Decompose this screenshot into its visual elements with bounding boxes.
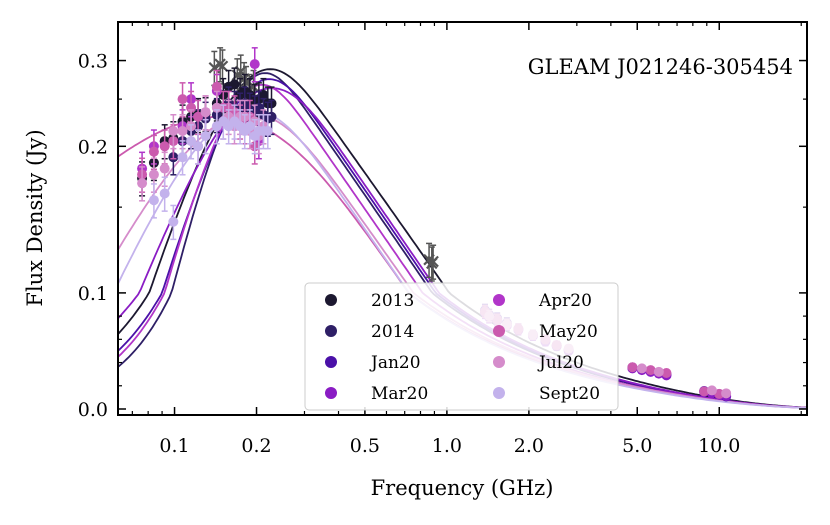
data-point-may20 xyxy=(193,99,204,136)
legend-label: 2014 xyxy=(371,322,414,342)
y-axis-ticks: 0.3 0.2 0.1 0.0 xyxy=(78,51,807,421)
legend-marker xyxy=(493,294,505,306)
data-point-jul20 xyxy=(706,385,717,396)
plot-frame xyxy=(117,21,808,416)
legend-label: Apr20 xyxy=(538,291,592,311)
x-axis-title: Frequency (GHz) xyxy=(371,476,554,500)
y-tick-label: 0.2 xyxy=(78,136,108,158)
legend-marker xyxy=(325,387,337,399)
legend-marker xyxy=(325,356,337,368)
data-point-jul20 xyxy=(721,388,732,399)
legend-label: Sept20 xyxy=(539,384,600,404)
data-point-may20 xyxy=(645,365,656,376)
legend-label: Jul20 xyxy=(537,353,584,373)
data-point-jul20 xyxy=(636,363,647,374)
x-tick-label: 0.1 xyxy=(159,435,189,457)
legend-label: Jan20 xyxy=(369,353,421,373)
data-point-other xyxy=(427,244,439,280)
y-tick-label: 0.0 xyxy=(78,399,108,421)
data-point-sept20 xyxy=(200,118,211,155)
legend-item-may20: May20 xyxy=(493,322,598,342)
data-point-sept20 xyxy=(168,204,179,241)
legend-item-sept20: Sept20 xyxy=(493,384,600,404)
data-point-sept20 xyxy=(193,129,204,165)
x-axis-ticks: 0.1 0.2 0.5 1.0 2.0 5.0 10.0 xyxy=(131,22,802,457)
legend-box xyxy=(304,282,619,411)
y-axis-title: Flux Density (Jy) xyxy=(23,129,47,306)
chart-title: GLEAM J021246-305454 xyxy=(528,55,793,79)
data-point-sept20 xyxy=(159,176,170,212)
data-point-jul20 xyxy=(653,366,664,377)
legend: 2013 2014 Jan20 Mar20 Apr20 May20 Jul20 Sept20 xyxy=(304,282,619,411)
data-point-may20 xyxy=(699,386,710,397)
legend-item-jul20: Jul20 xyxy=(493,353,584,373)
legend-marker xyxy=(493,387,505,399)
x-tick-label: 10.0 xyxy=(698,435,740,457)
legend-item-apr20: Apr20 xyxy=(493,291,592,311)
data-point-sept20 xyxy=(148,183,159,219)
x-tick-label: 2.0 xyxy=(514,435,544,457)
x-tick-label: 0.5 xyxy=(350,435,380,457)
data-point-may20 xyxy=(661,368,672,379)
data-point-jul20 xyxy=(137,166,148,202)
legend-label: 2013 xyxy=(371,291,414,311)
legend-item-jan20: Jan20 xyxy=(325,353,421,373)
data-point-may20 xyxy=(177,82,188,118)
data-point-may20 xyxy=(627,362,638,373)
legend-marker xyxy=(325,325,337,337)
x-tick-label: 5.0 xyxy=(622,435,652,457)
legend-label: May20 xyxy=(539,322,598,342)
legend-item-2014: 2014 xyxy=(325,322,414,342)
legend-marker xyxy=(493,356,505,368)
legend-item-2013: 2013 xyxy=(325,291,414,311)
y-tick-label: 0.3 xyxy=(78,51,108,73)
data-point-jul20 xyxy=(168,113,179,150)
legend-label: Mar20 xyxy=(371,384,428,404)
x-tick-label: 0.2 xyxy=(241,435,271,457)
data-point-sept20 xyxy=(244,109,255,145)
data-point-apr20 xyxy=(249,47,260,83)
data-point-sept20 xyxy=(177,140,188,176)
legend-marker xyxy=(325,294,337,306)
y-tick-label: 0.1 xyxy=(78,283,108,305)
x-tick-label: 1.0 xyxy=(432,435,462,457)
legend-item-mar20: Mar20 xyxy=(325,384,428,404)
legend-marker xyxy=(493,325,505,337)
data-point-sept20 xyxy=(186,124,197,160)
data-point-sept20 xyxy=(262,113,273,150)
